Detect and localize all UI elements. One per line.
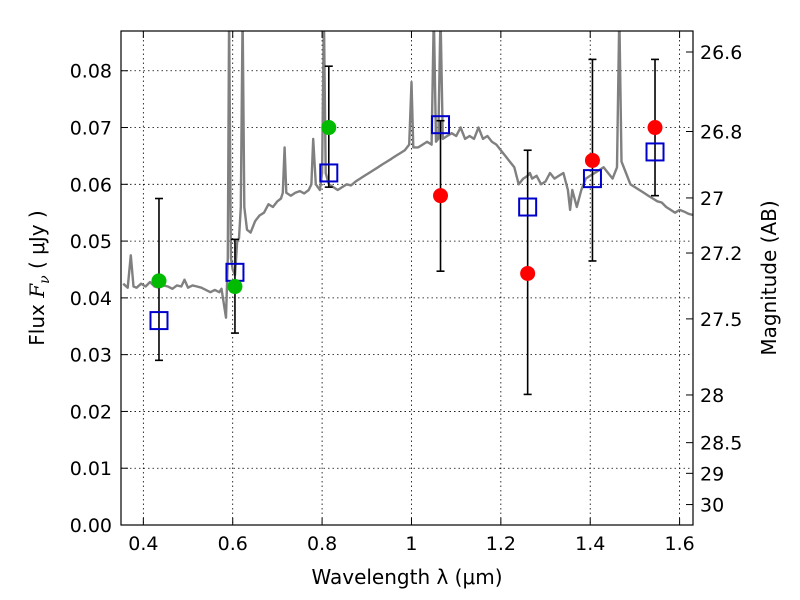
model-photometry-square (319, 163, 339, 183)
model-photometry-square (431, 115, 451, 135)
green-data-point (321, 120, 337, 136)
y-tick-label: 0.05 (70, 231, 112, 253)
magnitude-tick-label: 26.8 (700, 122, 742, 144)
y-tick-label: 0.08 (70, 61, 112, 83)
x-tick-label: 1.2 (486, 533, 516, 555)
red-data-point (584, 152, 600, 168)
magnitude-tick-label: 28 (700, 385, 724, 407)
magnitude-tick-label: 30 (700, 495, 724, 517)
axis-ticks: 0.4 0.6 0.8 1 1.2 1.4 1.6 0.00 0.01 0.02 0.03 0.04 0… (70, 31, 742, 555)
magnitude-tick-label: 29 (700, 463, 724, 485)
x-tick-label: 0.4 (128, 533, 158, 555)
y-tick-label: 0.02 (70, 401, 112, 423)
plot-area-background (121, 31, 693, 525)
plot-frame (120, 30, 694, 526)
green-data-point (227, 279, 243, 295)
y-axis-title-symbol: F (25, 283, 49, 299)
y-tick-label: 0.00 (70, 515, 112, 537)
right-axis-title: Magnitude (AB) (757, 200, 781, 355)
magnitude-tick-label: 28.5 (700, 433, 742, 455)
x-tick-label: 0.6 (218, 533, 248, 555)
y-tick-label: 0.03 (70, 345, 112, 367)
magnitude-tick-label: 27.2 (700, 243, 742, 265)
y-tick-label: 0.04 (70, 288, 112, 310)
y-axis-title: Flux Fν ( μJy ) (25, 210, 53, 345)
model-photometry-square (518, 197, 538, 217)
data-layer (122, 31, 693, 396)
red-data-point (647, 120, 663, 136)
x-tick-label: 0.8 (307, 533, 337, 555)
y-tick-label: 0.01 (70, 458, 112, 480)
green-data-point (151, 273, 167, 289)
x-tick-label: 1.4 (575, 533, 605, 555)
model-photometry-square (645, 142, 665, 162)
model-spectrum-line (122, 31, 693, 319)
magnitude-tick-label: 27.5 (700, 309, 742, 331)
y-tick-label: 0.07 (70, 118, 112, 140)
x-tick-label: 1.6 (664, 533, 694, 555)
model-photometry-square (582, 169, 602, 189)
magnitude-tick-label: 26.6 (700, 42, 742, 64)
y-tick-label: 0.06 (70, 174, 112, 196)
magnitude-tick-label: 27 (700, 188, 724, 210)
x-tick-label: 1 (405, 533, 417, 555)
y-axis-title-subscript: ν (37, 275, 53, 284)
x-axis-title: Wavelength λ (μm) (311, 565, 502, 589)
y-axis-title-units: ( μJy ) (25, 210, 49, 275)
red-data-point (433, 188, 449, 204)
red-data-point (520, 265, 536, 281)
model-photometry-square (149, 311, 169, 331)
y-axis-title-prefix: Flux (25, 298, 49, 346)
